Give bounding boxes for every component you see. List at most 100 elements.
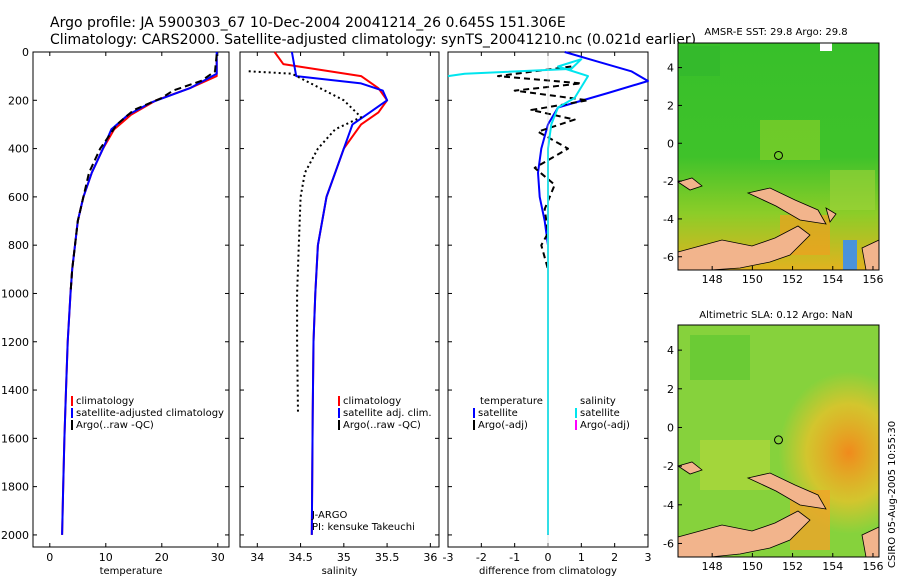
salinity-series-argo-raw-qc- <box>248 70 363 415</box>
difference-xtick-label: -3 <box>443 551 454 564</box>
sst-missing-data <box>820 43 832 51</box>
difference-xtick-label: 2 <box>611 551 618 564</box>
salinity-xtick-label: 35 <box>337 551 351 564</box>
difference-xtick-label: 3 <box>645 551 652 564</box>
temperature-legend-label: Argo(..raw -QC) <box>76 420 154 431</box>
sst-patch <box>760 120 820 160</box>
sla-map-panel: Altimetric SLA: 0.12 Argo: NaN 148 150 152… <box>663 310 883 573</box>
sst-argo-position-marker <box>774 150 783 160</box>
salinity-legend-label: Argo(..raw -QC) <box>343 420 421 431</box>
sst-map-xtick-label: 152 <box>782 273 803 286</box>
sla-map-ytick-label: -6 <box>663 537 674 550</box>
salinity-xtick-label: 36 <box>423 551 437 564</box>
salinity-xtick-label: 35.5 <box>375 551 400 564</box>
temperature-xtick-label: 30 <box>211 551 225 564</box>
temperature-panel: 0 10 20 30 temperature 0 200 400 600 800 1000 1200 1… <box>1 46 230 577</box>
sst-map-ytick-label: 0 <box>667 137 674 150</box>
depth-tick-label: 1800 <box>1 481 29 494</box>
depth-tick-label: 400 <box>8 143 29 156</box>
sla-land <box>746 472 827 510</box>
sla-map-ytick-label: -2 <box>663 460 674 473</box>
sla-map-ytick-label: 0 <box>667 421 674 434</box>
sst-land <box>746 187 827 225</box>
sla-map-ytick-label: 4 <box>667 344 674 357</box>
difference-xtick-label: -1 <box>509 551 520 564</box>
sst-map-frame <box>677 42 880 271</box>
difference-xtick-label: 1 <box>578 551 585 564</box>
temperature-frame <box>32 51 230 548</box>
sst-map-xtick-label: 156 <box>862 273 883 286</box>
salinity-xtick-label: 34.5 <box>288 551 313 564</box>
sst-map-panel: AMSR-E SST: 29.8 Argo: 29.8 148 150 152 154… <box>663 27 883 286</box>
sst-map-xtick-label: 154 <box>822 273 843 286</box>
sst-map-title: AMSR-E SST: 29.8 Argo: 29.8 <box>704 27 847 38</box>
sst-land <box>677 177 703 191</box>
sst-map-ytick-label: 2 <box>667 99 674 112</box>
sla-map-xtick-label: 148 <box>702 560 723 573</box>
salinity-panel: 34 34.5 35 35.5 36 salinity <box>239 51 440 577</box>
difference-legend-label: Argo(-adj) <box>478 420 528 431</box>
sst-map-ytick-label: 4 <box>667 62 674 75</box>
sst-land <box>825 207 837 223</box>
difference-xlabel: difference from climatology <box>479 566 617 577</box>
depth-tick-label: 1600 <box>1 432 29 445</box>
sla-map-xtick-label: 152 <box>782 560 803 573</box>
depth-tick-label: 600 <box>8 191 29 204</box>
depth-tick-label: 1200 <box>1 336 29 349</box>
sst-patch <box>680 46 720 76</box>
depth-tick-label: 1400 <box>1 384 29 397</box>
sla-argo-position-marker <box>774 435 783 445</box>
sst-map-xtick-label: 148 <box>702 273 723 286</box>
depth-tick-label: 2000 <box>1 529 29 542</box>
temperature-legend-label: satellite-adjusted climatology <box>76 408 224 419</box>
sla-patch <box>690 335 750 380</box>
sla-map-frame <box>677 324 880 558</box>
profile-panels: 0 10 20 30temperature0200400600800100012001… <box>1 46 652 577</box>
sla-map-xtick-label: 156 <box>862 560 883 573</box>
sla-land <box>677 461 703 475</box>
temperature-series-argo-raw-qc- <box>69 54 218 294</box>
sla-map-ytick-label: 2 <box>667 383 674 396</box>
temperature-legend-label: climatology <box>76 396 134 407</box>
difference-legend-title: temperature <box>480 396 543 407</box>
salinity-legend-label: climatology <box>343 396 401 407</box>
difference-legend-label: satellite <box>478 408 518 419</box>
sst-cool-patch <box>843 240 857 270</box>
salinity-xtick-label: 34 <box>250 551 264 564</box>
sla-map-xtick-label: 150 <box>742 560 763 573</box>
sst-map-ytick-label: -6 <box>663 251 674 264</box>
sla-map-ticks: 148 150 152 154 156 4 2 0 -2 -4 -6 <box>663 344 883 573</box>
difference-xtick-label: -2 <box>476 551 487 564</box>
difference-panel: -3 -2 -1 0 1 2 3 difference from climatology <box>443 51 652 577</box>
temperature-xtick-label: 10 <box>99 551 113 564</box>
sla-map-ytick-label: -4 <box>663 499 674 512</box>
sst-map-ytick-label: -4 <box>663 213 674 226</box>
figure-title-line1: Argo profile: JA 5900303_67 10-Dec-2004 … <box>50 15 566 31</box>
depth-tick-label: 800 <box>8 239 29 252</box>
depth-tick-label: 0 <box>22 46 29 59</box>
sst-map-ytick-label: -2 <box>663 175 674 188</box>
salinity-xlabel: salinity <box>322 566 358 577</box>
temperature-xtick-label: 0 <box>46 551 53 564</box>
side-timestamp: CSIRO 05-Aug-2005 10:55:30 <box>887 421 898 568</box>
salinity-frame <box>239 51 440 548</box>
sst-map-ticks: 148 150 152 154 156 4 2 0 -2 -4 -6 <box>663 62 883 286</box>
difference-legend-label: satellite <box>580 408 620 419</box>
temperature-xlabel: temperature <box>100 566 163 577</box>
float-pi-label: PI: kensuke Takeuchi <box>312 522 415 533</box>
sla-map-title: Altimetric SLA: 0.12 Argo: NaN <box>699 310 852 321</box>
float-program-label: J-ARGO <box>311 510 348 521</box>
depth-tick-label: 200 <box>8 94 29 107</box>
sla-map-xtick-label: 154 <box>822 560 843 573</box>
difference-legend-label: Argo(-adj) <box>580 420 630 431</box>
salinity-series-satellite-adj-clim- <box>290 51 389 535</box>
depth-tick-label: 1000 <box>1 287 29 300</box>
temperature-xtick-label: 20 <box>155 551 169 564</box>
salinity-legend-label: satellite adj. clim. <box>343 408 432 419</box>
sst-map-xtick-label: 150 <box>742 273 763 286</box>
figure-title-line2: Climatology: CARS2000. Satellite-adjuste… <box>50 32 696 48</box>
difference-xtick-label: 0 <box>545 551 552 564</box>
sst-patch <box>830 170 875 210</box>
